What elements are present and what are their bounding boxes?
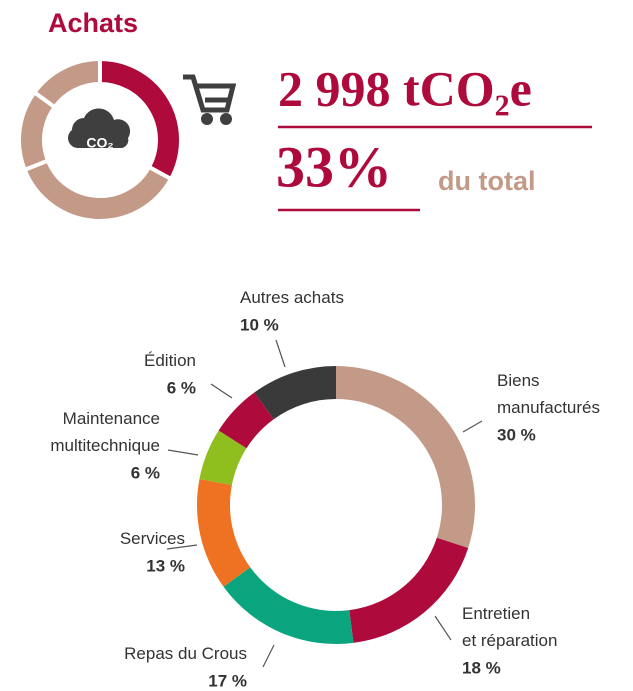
donut-segment [218, 392, 274, 449]
value-label: 17 % [208, 671, 247, 690]
donut-segment [254, 366, 336, 420]
cloud-icon [68, 108, 131, 148]
emissions: 2 998 tCO₂e [278, 60, 532, 116]
donut-segment [336, 366, 476, 548]
donut-chart: Biens manufacturés 30 % Entretien et réparat… [50, 288, 600, 690]
title: Achats [48, 8, 138, 38]
leader-line [166, 544, 198, 550]
value-label: 13 % [146, 556, 185, 575]
leader-line [210, 383, 233, 399]
value-label: 18 % [462, 658, 501, 677]
leader-line [434, 615, 452, 641]
donut-segment [197, 478, 251, 587]
leader-line [167, 449, 199, 456]
share: 33% [276, 134, 392, 199]
category-label: Biens manufacturés [497, 371, 600, 417]
donut-segment [199, 430, 247, 486]
category-label: Maintenance multitechnique [50, 409, 160, 455]
category-label: Services [120, 529, 185, 548]
other-arc [22, 158, 174, 223]
category-label: Repas du Crous [124, 644, 247, 663]
value-label: 30 % [497, 425, 536, 444]
value-label: 6 % [167, 378, 196, 397]
leader-line [275, 339, 286, 368]
cart-icon [183, 74, 237, 125]
share-suffix: du total [438, 166, 535, 196]
co2-label: CO₂ [86, 135, 113, 151]
small-donut [17, 56, 183, 223]
category-label: Entretien et réparation [462, 604, 557, 650]
leader-line [462, 420, 483, 433]
leader-line [262, 644, 275, 668]
value-label: 10 % [240, 315, 279, 334]
other-arc [31, 56, 102, 110]
donut-segment [223, 567, 354, 644]
category-label: Autres achats [240, 288, 344, 307]
donut-segment [349, 537, 469, 643]
value-label: 6 % [131, 463, 160, 482]
category-label: Édition [144, 351, 196, 370]
